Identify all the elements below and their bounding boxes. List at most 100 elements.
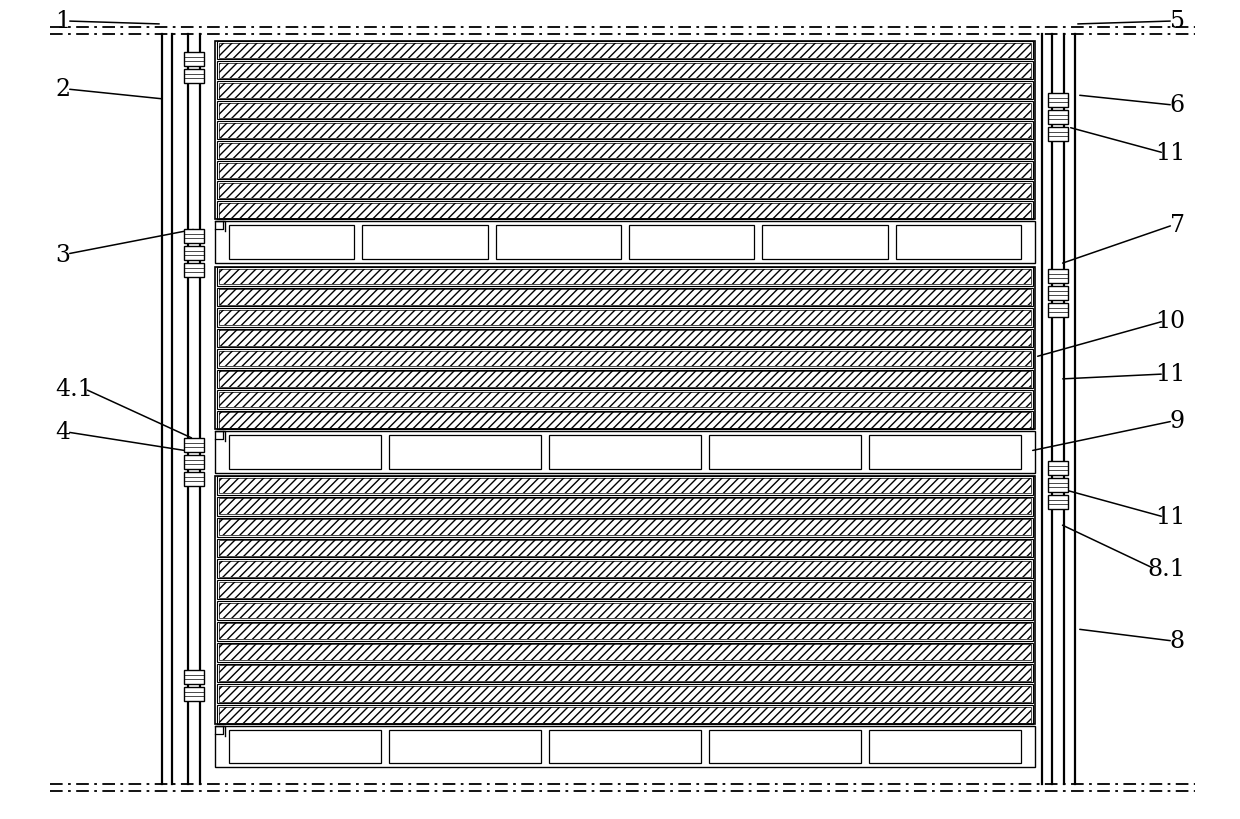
Bar bbox=[217, 539, 1033, 558]
Text: 11: 11 bbox=[1154, 363, 1185, 386]
Bar bbox=[217, 201, 1033, 219]
Bar bbox=[229, 730, 381, 763]
Bar bbox=[184, 670, 205, 684]
Bar bbox=[217, 182, 1033, 200]
Bar bbox=[549, 436, 701, 469]
Bar bbox=[184, 247, 205, 260]
Bar bbox=[218, 84, 1032, 98]
Bar bbox=[184, 455, 205, 469]
Bar bbox=[1048, 478, 1068, 492]
Bar bbox=[629, 226, 754, 260]
Bar bbox=[217, 391, 1033, 409]
Bar bbox=[217, 622, 1033, 641]
Bar bbox=[218, 203, 1032, 218]
Bar bbox=[218, 561, 1032, 577]
Bar bbox=[217, 42, 1033, 60]
Bar bbox=[218, 392, 1032, 408]
Bar bbox=[217, 350, 1033, 368]
Bar bbox=[218, 143, 1032, 158]
Bar bbox=[218, 519, 1032, 536]
Bar bbox=[1048, 128, 1068, 142]
Bar bbox=[215, 222, 1035, 264]
Bar bbox=[218, 623, 1032, 640]
Bar bbox=[217, 329, 1033, 347]
Bar bbox=[362, 226, 487, 260]
Bar bbox=[869, 730, 1021, 763]
Bar bbox=[184, 687, 205, 701]
Bar bbox=[709, 730, 861, 763]
Bar bbox=[218, 645, 1032, 660]
Bar bbox=[217, 288, 1033, 306]
Bar bbox=[215, 268, 1035, 429]
Bar bbox=[218, 623, 1032, 640]
Bar bbox=[217, 122, 1033, 140]
Bar bbox=[218, 269, 1032, 285]
Bar bbox=[218, 372, 1032, 387]
Bar bbox=[218, 603, 1032, 618]
Bar bbox=[218, 392, 1032, 408]
Bar bbox=[218, 351, 1032, 367]
Text: 10: 10 bbox=[1154, 310, 1185, 333]
Bar bbox=[217, 102, 1033, 120]
Bar bbox=[218, 665, 1032, 681]
Bar bbox=[218, 582, 1032, 598]
Bar bbox=[217, 497, 1033, 516]
Bar bbox=[389, 436, 541, 469]
Bar bbox=[218, 478, 1032, 494]
Bar bbox=[229, 436, 381, 469]
Bar bbox=[215, 432, 1035, 473]
Bar bbox=[215, 42, 1035, 219]
Bar bbox=[218, 43, 1032, 58]
Bar bbox=[217, 477, 1033, 495]
Bar bbox=[217, 309, 1033, 327]
Text: 7: 7 bbox=[1171, 215, 1185, 238]
Bar bbox=[1048, 269, 1068, 283]
Bar bbox=[184, 473, 205, 486]
Bar bbox=[218, 84, 1032, 98]
Bar bbox=[218, 103, 1032, 119]
Bar bbox=[184, 438, 205, 452]
Bar bbox=[218, 203, 1032, 218]
Bar bbox=[218, 413, 1032, 428]
Text: 6: 6 bbox=[1169, 94, 1185, 117]
Bar bbox=[389, 730, 541, 763]
Text: 2: 2 bbox=[55, 79, 71, 102]
Text: 5: 5 bbox=[1171, 11, 1185, 34]
Bar bbox=[218, 603, 1032, 618]
Bar bbox=[1048, 495, 1068, 509]
Bar bbox=[218, 665, 1032, 681]
Bar bbox=[218, 561, 1032, 577]
Bar bbox=[215, 726, 1035, 767]
Bar bbox=[217, 601, 1033, 620]
Text: 8.1: 8.1 bbox=[1147, 558, 1185, 581]
Bar bbox=[218, 499, 1032, 514]
Text: 9: 9 bbox=[1169, 410, 1185, 433]
Bar bbox=[218, 499, 1032, 514]
Bar bbox=[218, 351, 1032, 367]
Bar bbox=[215, 477, 1035, 724]
Bar bbox=[709, 436, 861, 469]
Bar bbox=[218, 124, 1032, 138]
Bar bbox=[217, 370, 1033, 388]
Bar bbox=[218, 43, 1032, 58]
Bar bbox=[218, 707, 1032, 722]
Bar bbox=[1048, 304, 1068, 318]
Bar bbox=[218, 163, 1032, 179]
Bar bbox=[1048, 94, 1068, 108]
Text: 4.1: 4.1 bbox=[55, 378, 93, 401]
Bar bbox=[218, 707, 1032, 722]
Bar bbox=[218, 686, 1032, 702]
Bar bbox=[218, 63, 1032, 79]
Bar bbox=[218, 541, 1032, 556]
Bar bbox=[184, 264, 205, 278]
Bar bbox=[218, 183, 1032, 198]
Text: 11: 11 bbox=[1154, 506, 1185, 529]
Bar bbox=[1048, 287, 1068, 301]
Bar bbox=[1048, 111, 1068, 124]
Bar bbox=[218, 331, 1032, 346]
Bar bbox=[184, 70, 205, 84]
Bar bbox=[218, 290, 1032, 305]
Bar bbox=[184, 53, 205, 67]
Bar bbox=[217, 663, 1033, 682]
Bar bbox=[218, 372, 1032, 387]
